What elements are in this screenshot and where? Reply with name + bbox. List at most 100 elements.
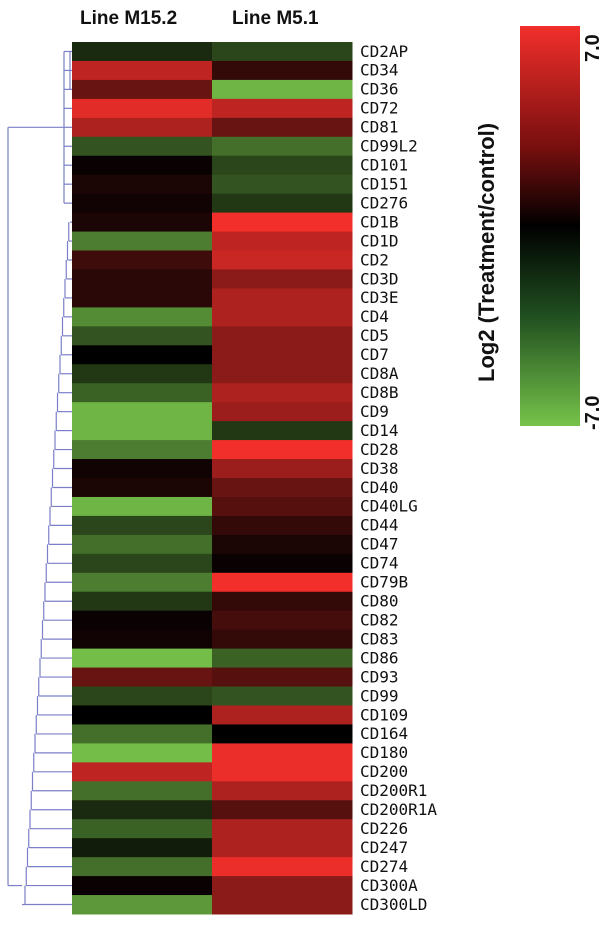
heatmap-cell-cd247-col1 — [72, 838, 213, 858]
row-label: CD1D — [360, 231, 399, 250]
heatmap-cell-cd74-col2 — [212, 553, 353, 574]
heatmap-cell-cd38-col2 — [212, 459, 353, 479]
heatmap-cell-cd79b-col1 — [72, 572, 213, 593]
row-label: CD5 — [360, 326, 389, 345]
row-label: CD38 — [360, 459, 399, 478]
row-label: CD200R1A — [360, 800, 437, 819]
row-label: CD93 — [360, 667, 399, 686]
heatmap-cell-cd2-col2 — [212, 250, 353, 270]
row-label: CD200 — [360, 762, 408, 781]
heatmap-cell-cd72-col2 — [212, 98, 353, 119]
heatmap-cell-cd82-col2 — [212, 610, 353, 631]
heatmap-cell-cd2ap-col1 — [72, 42, 213, 62]
color-scale-title: Log2 (Treatment/control) — [474, 122, 499, 382]
row-label: CD151 — [360, 174, 408, 193]
row-label: CD247 — [360, 838, 408, 857]
heatmap-cell-cd1d-col1 — [72, 231, 213, 252]
heatmap-cell-cd79b-col2 — [212, 572, 353, 593]
heatmap-cell-cd164-col1 — [72, 724, 213, 744]
row-label: CD4 — [360, 307, 389, 326]
heatmap-cell-cd8a-col2 — [212, 364, 353, 384]
column-header-line-m5-1: Line M5.1 — [232, 8, 319, 29]
row-label: CD36 — [360, 80, 399, 99]
heatmap-cell-cd300ld-col2 — [212, 895, 353, 915]
heatmap-cell-cd9-col1 — [72, 402, 213, 422]
row-label: CD2 — [360, 250, 389, 269]
heatmap-cell-cd8b-col2 — [212, 383, 353, 403]
heatmap-cell-cd200r1-col2 — [212, 781, 353, 801]
heatmap-cell-cd180-col1 — [72, 743, 213, 763]
heatmap-cell-cd99l2-col1 — [72, 136, 213, 157]
heatmap-cell-cd44-col2 — [212, 515, 353, 536]
heatmap-cell-cd300a-col2 — [212, 876, 353, 896]
heatmap-cell-cd276-col2 — [212, 193, 353, 214]
row-label: CD300LD — [360, 895, 427, 914]
heatmap-cell-cd44-col1 — [72, 515, 213, 536]
heatmap-cell-cd81-col2 — [212, 117, 353, 138]
heatmap-cell-cd2ap-col2 — [212, 42, 353, 62]
row-label: CD28 — [360, 440, 399, 459]
row-label: CD9 — [360, 402, 389, 421]
row-label: CD8B — [360, 383, 399, 402]
row-label: CD300A — [360, 876, 418, 895]
heatmap-cell-cd93-col1 — [72, 667, 213, 688]
row-label: CD44 — [360, 516, 399, 535]
heatmap-cell-cd36-col1 — [72, 79, 213, 100]
row-label: CD79B — [360, 573, 408, 592]
heatmap-cell-cd200r1a-col1 — [72, 800, 213, 820]
heatmap-cell-cd1d-col2 — [212, 231, 353, 252]
row-label: CD276 — [360, 193, 408, 212]
row-label: CD3D — [360, 269, 399, 288]
heatmap-cell-cd164-col2 — [212, 724, 353, 744]
column-header-line-m15-2: Line M15.2 — [80, 8, 178, 29]
heatmap-cell-cd200-col2 — [212, 762, 353, 782]
heatmap-cell-cd274-col2 — [212, 857, 353, 877]
heatmap-cell-cd4-col1 — [72, 307, 213, 327]
color-scale-max-label: 7.0 — [582, 34, 604, 62]
heatmap-cell-cd7-col1 — [72, 345, 213, 365]
heatmap-cell-cd2-col1 — [72, 250, 213, 270]
row-label: CD83 — [360, 629, 399, 648]
row-label: CD40LG — [360, 497, 418, 516]
heatmap-cell-cd300ld-col1 — [72, 895, 213, 915]
heatmap-cell-cd4-col2 — [212, 307, 353, 327]
heatmap-cell-cd14-col2 — [212, 421, 353, 441]
heatmap-cell-cd3d-col1 — [72, 269, 213, 289]
heatmap-cell-cd300a-col1 — [72, 876, 213, 896]
row-label: CD99L2 — [360, 137, 418, 156]
row-label: CD109 — [360, 705, 408, 724]
row-label: CD3E — [360, 288, 399, 307]
heatmap-cell-cd47-col1 — [72, 534, 213, 555]
heatmap-cell-cd180-col2 — [212, 743, 353, 763]
row-label: CD81 — [360, 118, 399, 137]
heatmap-cell-cd38-col1 — [72, 459, 213, 479]
heatmap-cell-cd5-col2 — [212, 326, 353, 346]
heatmap-cell-cd86-col2 — [212, 648, 353, 669]
heatmap-cell-cd7-col2 — [212, 345, 353, 365]
heatmap-cell-cd151-col2 — [212, 174, 353, 195]
row-label: CD2AP — [360, 42, 408, 61]
heatmap-cell-cd36-col2 — [212, 79, 353, 100]
heatmap-cell-cd200-col1 — [72, 762, 213, 782]
row-label: CD99 — [360, 686, 399, 705]
heatmap-cell-cd109-col1 — [72, 705, 213, 725]
heatmap-cell-cd99-col1 — [72, 686, 213, 706]
heatmap-cell-cd1b-col2 — [212, 212, 353, 233]
heatmap-cell-cd34-col2 — [212, 60, 353, 81]
heatmap-cell-cd99-col2 — [212, 686, 353, 706]
row-label: CD180 — [360, 743, 408, 762]
row-label: CD47 — [360, 535, 399, 554]
heatmap-cell-cd3d-col2 — [212, 269, 353, 289]
color-scale-min-label: -7.0 — [582, 395, 604, 430]
heatmap-cell-cd80-col1 — [72, 591, 213, 612]
heatmap-cell-cd74-col1 — [72, 553, 213, 574]
heatmap-cell-cd101-col1 — [72, 155, 213, 176]
heatmap-cell-cd80-col2 — [212, 591, 353, 612]
heatmap-cell-cd200r1-col1 — [72, 781, 213, 801]
color-scale-bar — [520, 26, 580, 426]
row-label: CD8A — [360, 364, 399, 383]
row-label: CD14 — [360, 421, 399, 440]
heatmap-cell-cd9-col2 — [212, 402, 353, 422]
heatmap-cell-cd40-col1 — [72, 478, 213, 498]
heatmap-cell-cd226-col2 — [212, 819, 353, 839]
